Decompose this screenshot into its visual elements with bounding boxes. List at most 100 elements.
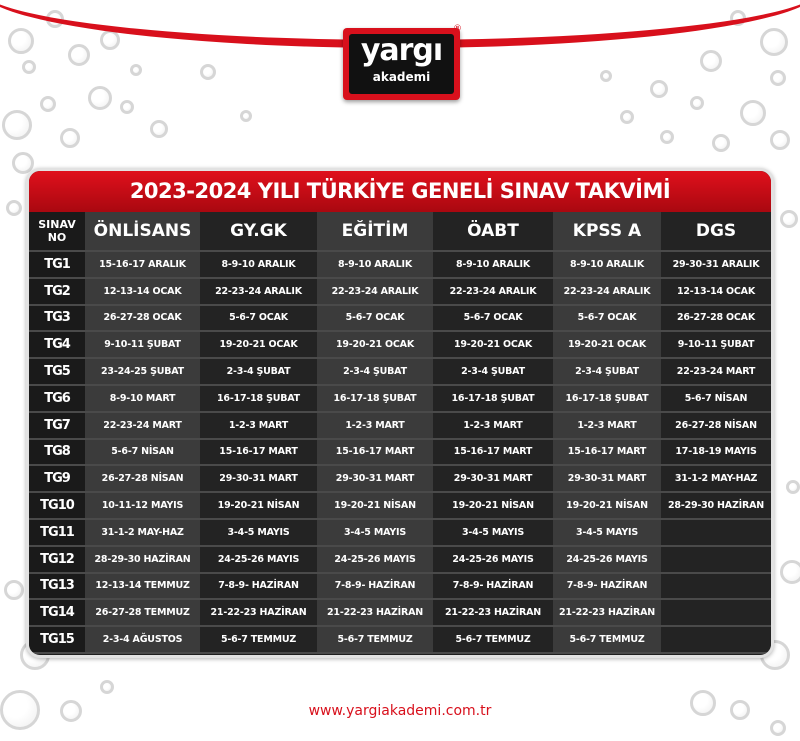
exam-date-cell: 5-6-7 TEMMUZ bbox=[317, 626, 433, 654]
table-row: TG4 9-10-11 ŞUBAT 19-20-21 OCAK 19-20-21 OC… bbox=[29, 331, 771, 360]
exam-date-cell: 21-22-23 HAZİRAN bbox=[553, 599, 661, 628]
exam-date-cell: 19-20-21 OCAK bbox=[200, 331, 317, 360]
logo-brand: yargı bbox=[360, 33, 443, 68]
exam-date-cell: 29-30-31 MART bbox=[200, 465, 317, 494]
bubble-decoration bbox=[130, 64, 142, 76]
exam-number-cell: TG8 bbox=[29, 438, 85, 467]
page-title: 2023-2024 YILI TÜRKİYE GENELİ SINAV TAKV… bbox=[29, 171, 771, 212]
exam-date-cell: 24-25-26 MAYIS bbox=[200, 545, 317, 574]
bubble-decoration bbox=[40, 96, 56, 112]
exam-number-cell: TG9 bbox=[29, 465, 85, 494]
exam-number-cell: TG11 bbox=[29, 518, 85, 547]
exam-date-cell: 15-16-17 MART bbox=[553, 438, 661, 467]
exam-date-cell: 1-2-3 MART bbox=[317, 411, 433, 440]
exam-date-cell bbox=[661, 626, 771, 654]
table-row: TG9 26-27-28 NİSAN 29-30-31 MART 29-30-31 M… bbox=[29, 465, 771, 494]
bubble-decoration bbox=[690, 96, 704, 110]
exam-date-cell: 2-3-4 ŞUBAT bbox=[433, 358, 553, 386]
exam-date-cell: 22-23-24 MART bbox=[85, 411, 200, 440]
exam-date-cell: 19-20-21 OCAK bbox=[317, 331, 433, 360]
exam-date-cell: 5-6-7 OCAK bbox=[553, 304, 661, 333]
exam-date-cell: 22-23-24 ARALIK bbox=[553, 277, 661, 306]
bubble-decoration bbox=[600, 70, 612, 82]
table-row: TG7 22-23-24 MART 1-2-3 MART 1-2-3 MART 1-2-… bbox=[29, 411, 771, 440]
exam-date-cell: 15-16-17 ARALIK bbox=[85, 251, 200, 279]
exam-date-cell bbox=[661, 518, 771, 547]
column-header: KPSS A bbox=[553, 212, 661, 252]
exam-date-cell: 8-9-10 MART bbox=[85, 384, 200, 413]
bubble-decoration bbox=[770, 70, 786, 86]
exam-date-cell: 17-18-19 MAYIS bbox=[661, 438, 771, 467]
exam-date-cell: 2-3-4 AĞUSTOS bbox=[85, 626, 200, 654]
exam-date-cell: 15-16-17 MART bbox=[200, 438, 317, 467]
exam-date-cell: 22-23-24 ARALIK bbox=[200, 277, 317, 306]
exam-date-cell: 26-27-28 NİSAN bbox=[85, 465, 200, 494]
bubble-decoration bbox=[6, 200, 22, 216]
exam-date-cell: 15-16-17 MART bbox=[433, 438, 553, 467]
table-header-row: SINAV NO ÖNLİSANS GY.GK EĞİTİM ÖABT KPSS A DGS bbox=[29, 212, 771, 252]
logo-registered: ® bbox=[453, 24, 462, 34]
exam-date-cell: 8-9-10 ARALIK bbox=[200, 251, 317, 279]
column-header: DGS bbox=[661, 212, 771, 252]
exam-date-cell bbox=[661, 545, 771, 574]
exam-date-cell: 7-8-9- HAZİRAN bbox=[317, 572, 433, 601]
exam-number-cell: TG1 bbox=[29, 251, 85, 279]
bubble-decoration bbox=[730, 700, 750, 720]
table-row: TG6 8-9-10 MART 16-17-18 ŞUBAT 16-17-18 ŞUB… bbox=[29, 384, 771, 413]
exam-date-cell: 12-13-14 OCAK bbox=[661, 277, 771, 306]
exam-date-cell: 22-23-24 ARALIK bbox=[433, 277, 553, 306]
bubble-decoration bbox=[88, 86, 112, 110]
exam-date-cell: 5-6-7 TEMMUZ bbox=[553, 626, 661, 654]
column-header: SINAV NO bbox=[29, 212, 85, 252]
yargi-akademi-logo: yargı akademi ® bbox=[343, 24, 462, 100]
exam-date-cell: 5-6-7 OCAK bbox=[433, 304, 553, 333]
exam-date-cell: 21-22-23 HAZİRAN bbox=[200, 599, 317, 628]
bubble-decoration bbox=[620, 110, 634, 124]
exam-date-cell: 1-2-3 MART bbox=[200, 411, 317, 440]
exam-date-cell: 7-8-9- HAZİRAN bbox=[200, 572, 317, 601]
exam-date-cell: 29-30-31 MART bbox=[433, 465, 553, 494]
exam-date-cell: 24-25-26 MAYIS bbox=[433, 545, 553, 574]
exam-date-cell: 21-22-23 HAZİRAN bbox=[317, 599, 433, 628]
table-row: TG10 10-11-12 MAYIS 19-20-21 NİSAN 19-20-21… bbox=[29, 492, 771, 520]
bubble-decoration bbox=[690, 690, 716, 716]
exam-date-cell: 26-27-28 OCAK bbox=[661, 304, 771, 333]
bubble-decoration bbox=[786, 480, 800, 494]
exam-date-cell: 19-20-21 OCAK bbox=[553, 331, 661, 360]
exam-date-cell: 21-22-23 HAZİRAN bbox=[433, 599, 553, 628]
exam-date-cell: 16-17-18 ŞUBAT bbox=[200, 384, 317, 413]
exam-date-cell: 26-27-28 OCAK bbox=[85, 304, 200, 333]
exam-number-cell: TG12 bbox=[29, 545, 85, 574]
exam-date-cell: 7-8-9- HAZİRAN bbox=[553, 572, 661, 601]
exam-number-cell: TG14 bbox=[29, 599, 85, 628]
exam-date-cell: 8-9-10 ARALIK bbox=[553, 251, 661, 279]
exam-date-cell: 29-30-31 ARALIK bbox=[661, 251, 771, 279]
exam-date-cell bbox=[661, 599, 771, 628]
bubble-decoration bbox=[12, 152, 34, 174]
exam-date-cell: 24-25-26 MAYIS bbox=[553, 545, 661, 574]
exam-number-cell: TG15 bbox=[29, 626, 85, 654]
bubble-decoration bbox=[100, 30, 120, 50]
table-row: TG1 15-16-17 ARALIK 8-9-10 ARALIK 8-9-10 AR… bbox=[29, 251, 771, 279]
exam-date-cell: 19-20-21 NİSAN bbox=[200, 492, 317, 520]
exam-date-cell: 5-6-7 OCAK bbox=[200, 304, 317, 333]
bubble-decoration bbox=[150, 120, 168, 138]
bubble-decoration bbox=[2, 110, 32, 140]
exam-date-cell: 5-6-7 NİSAN bbox=[661, 384, 771, 413]
exam-date-cell: 9-10-11 ŞUBAT bbox=[661, 331, 771, 360]
exam-date-cell: 28-29-30 HAZİRAN bbox=[85, 545, 200, 574]
exam-date-cell: 29-30-31 MART bbox=[317, 465, 433, 494]
exam-date-cell: 3-4-5 MAYIS bbox=[317, 518, 433, 547]
exam-number-cell: TG4 bbox=[29, 331, 85, 360]
exam-date-cell: 22-23-24 ARALIK bbox=[317, 277, 433, 306]
exam-date-cell: 5-6-7 TEMMUZ bbox=[200, 626, 317, 654]
column-header: ÖABT bbox=[433, 212, 553, 252]
bubble-decoration bbox=[660, 130, 674, 144]
exam-date-cell: 31-1-2 MAY-HAZ bbox=[661, 465, 771, 494]
exam-number-cell: TG5 bbox=[29, 358, 85, 386]
bubble-decoration bbox=[68, 44, 90, 66]
website-url[interactable]: www.yargiakademi.com.tr bbox=[308, 703, 492, 719]
exam-date-cell: 8-9-10 ARALIK bbox=[317, 251, 433, 279]
exam-date-cell: 26-27-28 NİSAN bbox=[661, 411, 771, 440]
exam-date-cell: 22-23-24 MART bbox=[661, 358, 771, 386]
